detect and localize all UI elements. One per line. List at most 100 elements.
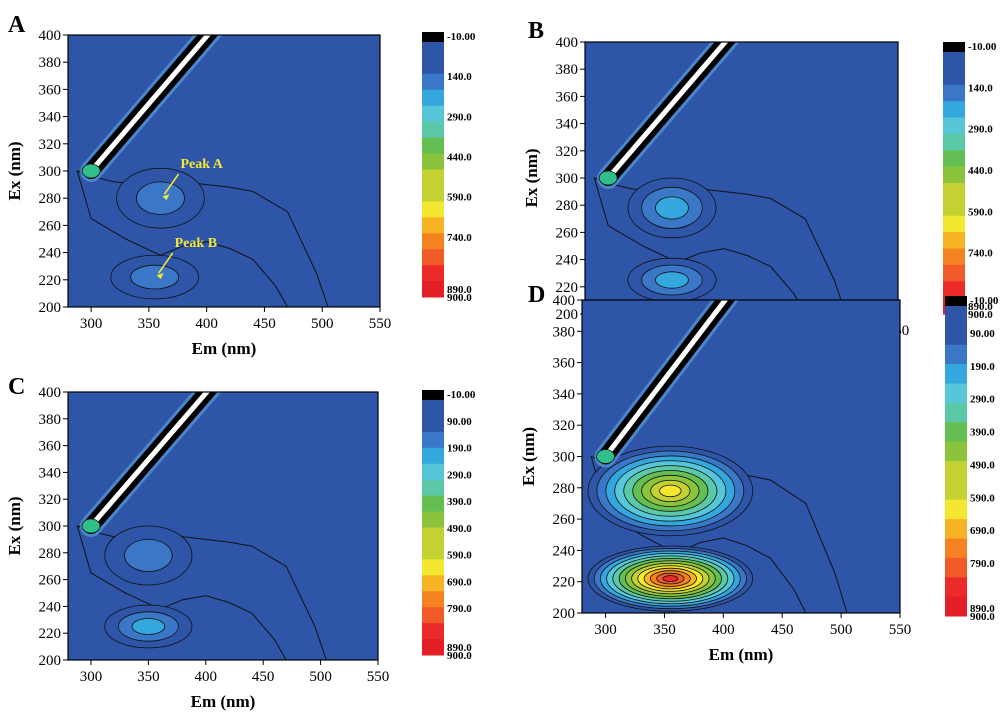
colorbar-segment <box>422 153 444 170</box>
colorbar-label: 900.0 <box>970 611 995 623</box>
y-tick-label: 200 <box>556 307 579 323</box>
y-tick-label: 340 <box>39 465 62 481</box>
colorbar-label: -10.00 <box>447 389 476 401</box>
y-tick-label: 280 <box>39 191 62 207</box>
colorbar-segment <box>422 463 444 481</box>
colorbar-segment <box>422 201 444 218</box>
y-tick-label: 320 <box>39 137 62 153</box>
y-tick-label: 300 <box>39 164 62 180</box>
colorbar-segment <box>422 495 444 513</box>
colorbar-label: 890.0 <box>970 603 995 615</box>
colorbar-label: 90.00 <box>447 416 472 428</box>
colorbar-label: 290.0 <box>968 124 993 136</box>
colorbar-segment <box>943 101 965 118</box>
colorbar-label: 590.0 <box>447 550 472 562</box>
y-tick-label: 200 <box>39 653 62 669</box>
x-tick-label: 450 <box>252 669 275 685</box>
colorbar-label: 140.0 <box>968 82 993 94</box>
colorbar-segment <box>422 447 444 465</box>
colorbar-segment <box>422 89 444 107</box>
colorbar-segment <box>945 364 967 384</box>
y-tick-label: 400 <box>556 35 579 51</box>
colorbar-segment <box>945 480 967 501</box>
y-tick-label: 380 <box>39 412 62 428</box>
y-tick-label: 400 <box>39 385 62 401</box>
y-tick-label: 300 <box>39 519 62 535</box>
scatter-core <box>88 35 212 174</box>
colorbar-cap <box>422 390 444 400</box>
x-tick-label: 500 <box>311 316 334 332</box>
y-tick-label: 260 <box>556 225 579 241</box>
x-tick-label: 400 <box>195 316 218 332</box>
colorbar-label: 90.00 <box>970 328 995 340</box>
y-tick-label: 320 <box>39 492 62 508</box>
scatter-core <box>605 42 729 181</box>
y-tick-label: 220 <box>39 626 62 642</box>
x-tick-label: 450 <box>771 622 794 638</box>
y-tick-label: 360 <box>39 439 62 455</box>
colorbar-label: 590.0 <box>968 206 993 218</box>
colorbar-label: 440.0 <box>447 152 472 164</box>
y-tick-label: 240 <box>553 543 576 559</box>
contour-layer <box>593 42 847 314</box>
colorbar-segment <box>422 265 444 282</box>
panel-label: B <box>528 18 544 44</box>
colorbar-segment <box>422 527 444 544</box>
scatter-origin <box>81 163 101 179</box>
colorbar-label: 390.0 <box>447 496 472 508</box>
arrowhead <box>162 194 170 201</box>
y-tick-label: 300 <box>553 450 576 466</box>
y-tick-label: 360 <box>556 89 579 105</box>
y-axis-label: Ex (nm) <box>519 427 538 486</box>
colorbar-segment <box>422 511 444 528</box>
x-tick-label: 350 <box>138 316 161 332</box>
colorbar: -10.00 140.0 290.0 440.0 590.0 740.0 890.0900.… <box>422 31 476 304</box>
x-tick-label: 300 <box>80 669 103 685</box>
y-tick-label: 360 <box>39 82 62 98</box>
colorbar-segment <box>422 73 444 91</box>
y-tick-label: 280 <box>556 198 579 214</box>
x-tick-label: 350 <box>653 622 676 638</box>
colorbar-segment <box>422 415 444 433</box>
colorbar-label: 190.0 <box>447 443 472 455</box>
contour-layer <box>76 35 329 307</box>
x-tick-label: 450 <box>253 316 276 332</box>
colorbar-segment <box>422 591 444 608</box>
y-tick-label: 280 <box>553 481 576 497</box>
scatter-origin <box>598 170 618 186</box>
peak-contour <box>124 538 173 572</box>
y-axis-label: Ex (nm) <box>5 141 24 200</box>
y-tick-label: 360 <box>553 356 576 372</box>
colorbar: -10.00 140.0 290.0 440.0 590.0 740.0 890.0900.… <box>943 41 997 321</box>
peak-contour <box>131 618 166 635</box>
y-tick-label: 240 <box>556 253 579 269</box>
panel-label: A <box>8 12 26 38</box>
y-tick-label: 400 <box>553 293 576 309</box>
colorbar-segment <box>943 133 965 151</box>
colorbar-segment <box>945 577 967 598</box>
contour-layer <box>587 300 848 613</box>
scatter-origin <box>596 449 615 464</box>
colorbar-segment <box>422 281 444 298</box>
colorbar-segment <box>945 499 967 520</box>
x-axis-label: Em (nm) <box>709 645 774 664</box>
colorbar-label: 140.0 <box>447 71 472 83</box>
y-tick-label: 260 <box>39 218 62 234</box>
colorbar-segment <box>945 402 967 423</box>
colorbar-segment <box>422 137 444 155</box>
colorbar-label: 190.0 <box>970 361 995 373</box>
colorbar-label: 890.0 <box>968 301 993 313</box>
colorbar-label: -10.00 <box>970 295 999 307</box>
x-tick-label: 550 <box>367 669 390 685</box>
contour-layer <box>76 392 327 660</box>
colorbar-segment <box>422 42 444 59</box>
colorbar-label: 690.0 <box>970 525 995 537</box>
y-tick-label: 380 <box>556 62 579 78</box>
scatter-core <box>603 300 729 459</box>
annotation-label: Peak B <box>175 236 217 251</box>
colorbar-segment <box>945 422 967 443</box>
colorbar-segment <box>943 52 965 69</box>
colorbar-label: -10.00 <box>968 41 997 53</box>
y-tick-label: 400 <box>39 28 62 44</box>
colorbar-segment <box>943 215 965 233</box>
